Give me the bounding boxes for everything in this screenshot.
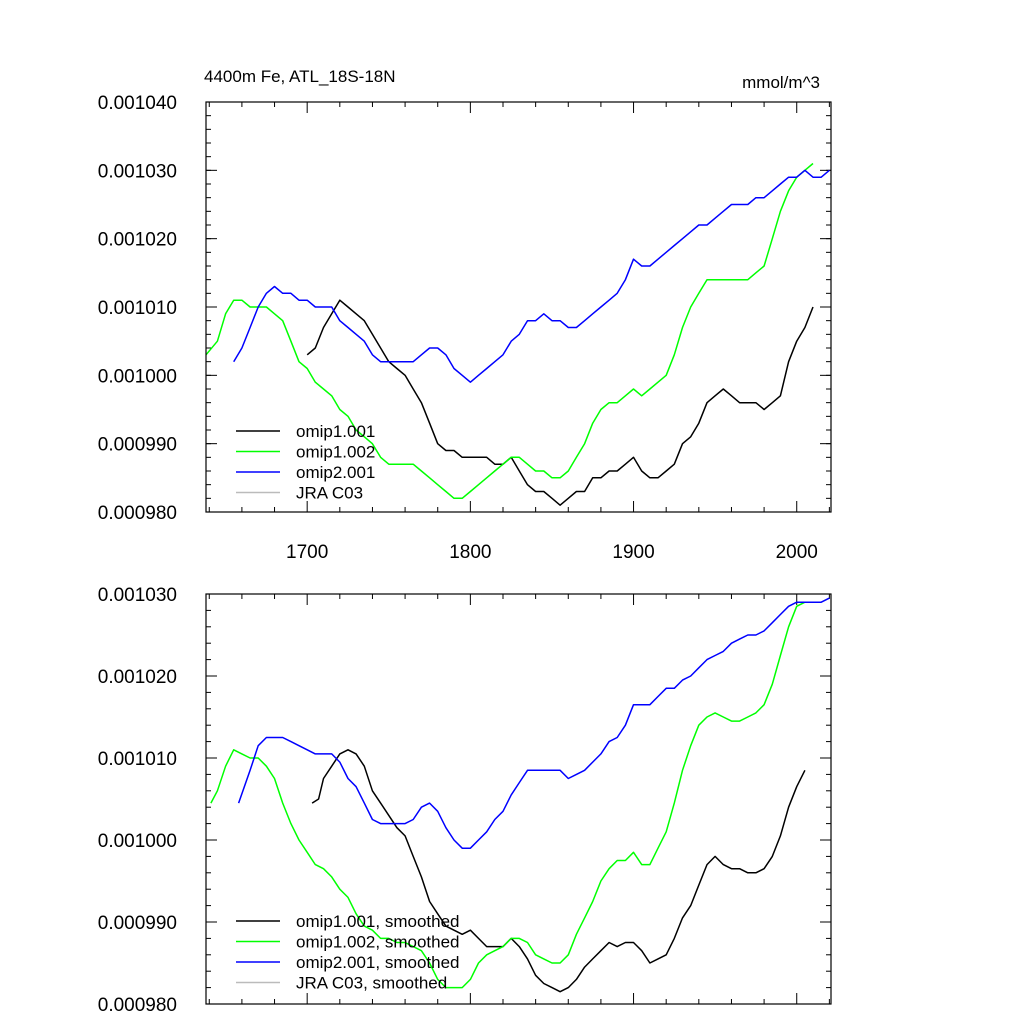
legend-label-1: omip1.002: [296, 443, 375, 462]
series-line-0: [306, 299, 814, 506]
top-panel-series: [205, 162, 830, 506]
bottom-panel-series: [210, 597, 830, 993]
x-tick-label: 2000: [776, 542, 818, 563]
y-tick-label: 0.001000: [98, 366, 177, 387]
y-tick-label: 0.001020: [98, 667, 177, 688]
y-tick-label: 0.001010: [98, 298, 177, 319]
bottom-panel-frame: [205, 593, 832, 1005]
y-tick-label: 0.001030: [98, 161, 177, 182]
legend-label-2: omip2.001, smoothed: [296, 953, 460, 972]
legend-label-3: JRA C03, smoothed: [296, 974, 447, 993]
legend-label-3: JRA C03: [296, 484, 363, 503]
series-line-1: [205, 162, 814, 500]
legend-label-1: omip1.002, smoothed: [296, 933, 460, 952]
y-tick-label: 0.001030: [98, 585, 177, 606]
y-tick-label: 0.001040: [98, 93, 177, 114]
x-tick-label: 1800: [449, 542, 491, 563]
legend-label-2: omip2.001: [296, 463, 375, 482]
top-panel-frame: [205, 101, 832, 513]
y-tick-label: 0.000980: [98, 995, 177, 1016]
x-tick-label: 1700: [286, 542, 328, 563]
series-line-2: [233, 169, 830, 383]
y-tick-label: 0.000990: [98, 913, 177, 934]
series-line-2: [237, 597, 830, 849]
y-tick-label: 0.001000: [98, 831, 177, 852]
y-tick-label: 0.000980: [98, 503, 177, 524]
bottom-panel: 0.000980 0.000990 0.001000 0.001010 0.001020…: [98, 585, 832, 1016]
top-panel-units: mmol/m^3: [742, 73, 820, 92]
y-tick-label: 0.001020: [98, 230, 177, 251]
legend-label-0: omip1.001: [296, 422, 375, 441]
series-line-0: [311, 749, 806, 993]
y-tick-label: 0.001010: [98, 749, 177, 770]
top-panel-title: 4400m Fe, ATL_18S-18N: [204, 67, 396, 86]
top-panel: 4400m Fe, ATL_18S-18N mmol/m^3 0.0009800…: [98, 67, 832, 563]
series-line-1: [210, 601, 813, 989]
y-tick-label: 0.000990: [98, 435, 177, 456]
legend-label-0: omip1.001, smoothed: [296, 912, 460, 931]
x-tick-label: 1900: [612, 542, 654, 563]
top-panel-ticks: 0.000980 0.000990 0.001000 0.001010 0.001020…: [98, 93, 831, 563]
bottom-panel-legend: omip1.001, smoothed omip1.002, smoothedom…: [236, 912, 460, 993]
